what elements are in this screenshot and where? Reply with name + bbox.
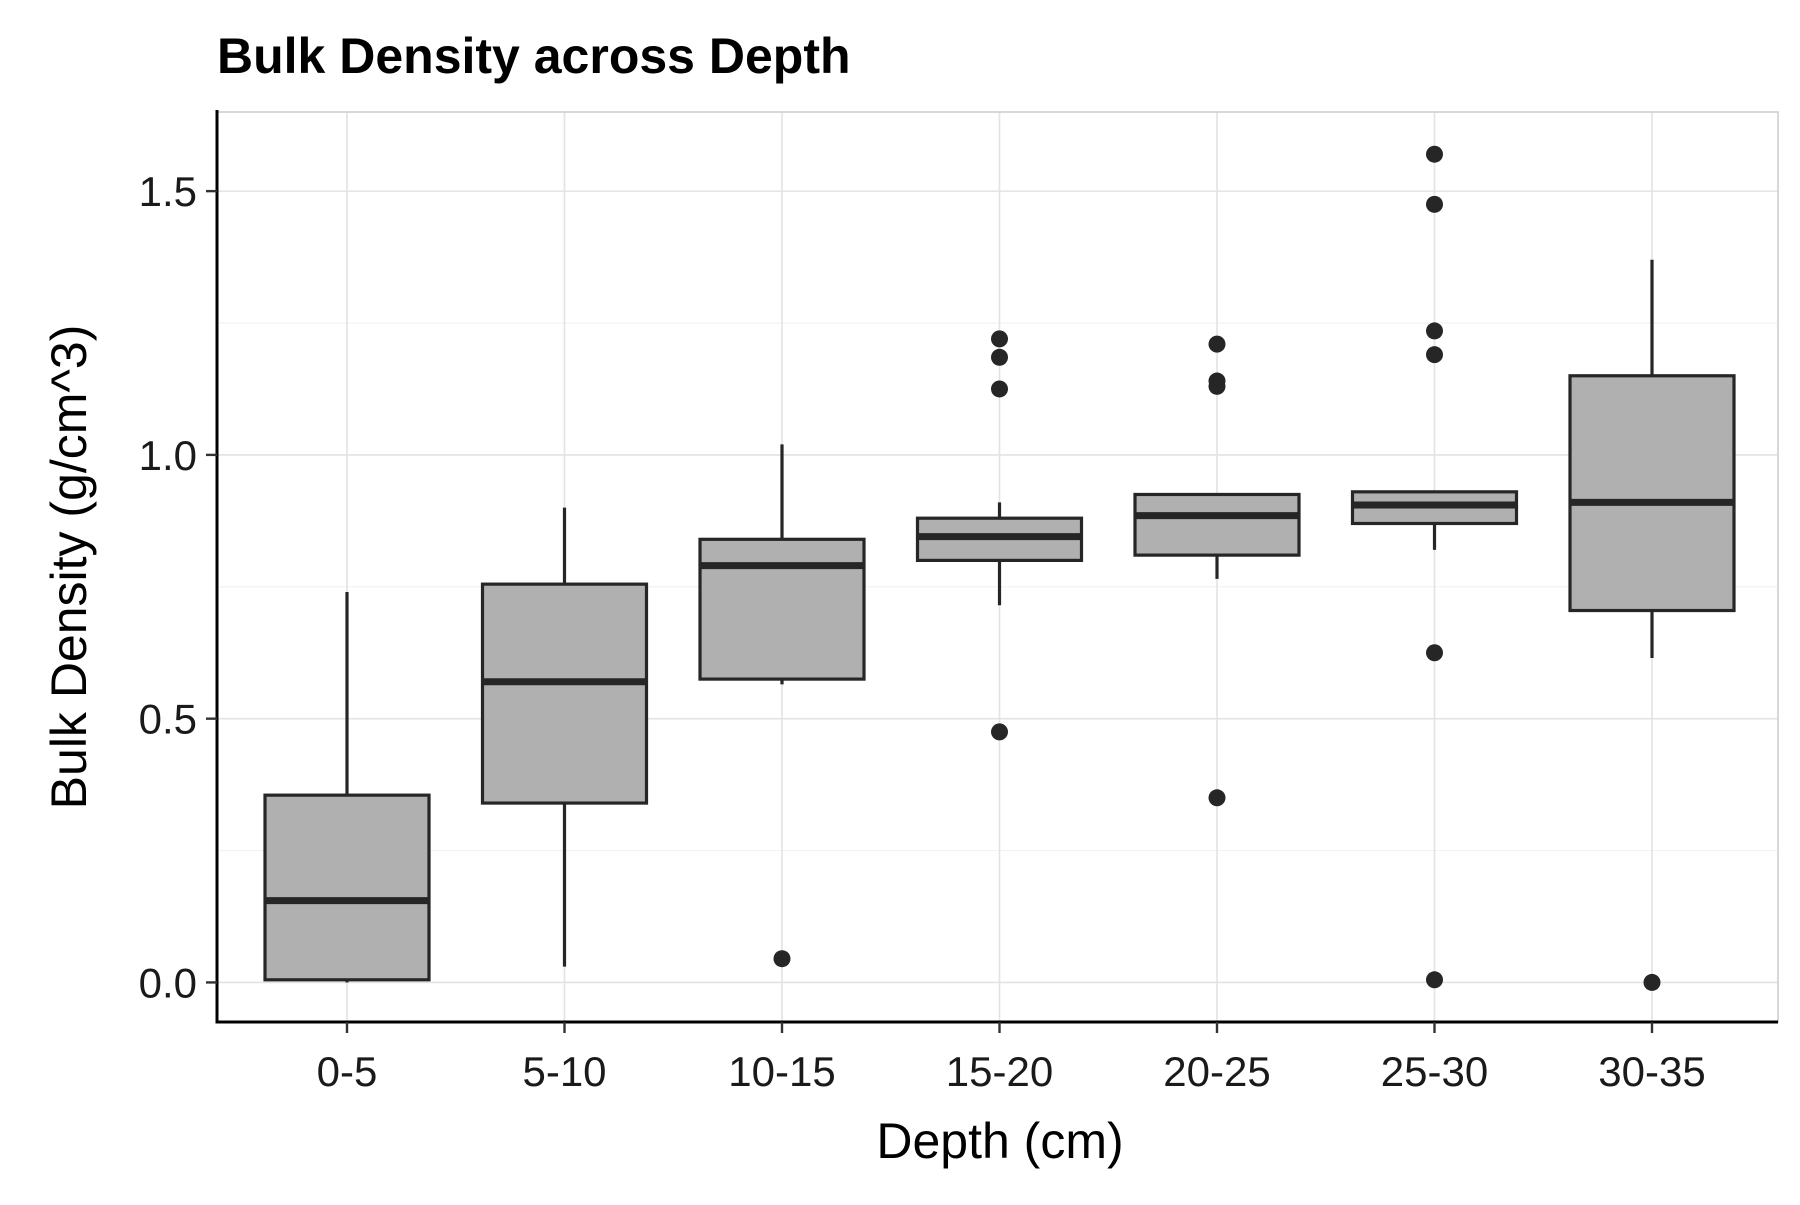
box-iqr [698,537,866,681]
outlier-point [1426,971,1443,989]
outlier-point [991,380,1008,398]
box-30-35 [1568,259,1736,991]
outlier-point [991,330,1008,348]
box-0-5 [263,592,431,983]
outlier-point [1208,789,1226,807]
y-axis-label: Bulk Density (g/cm^3) [41,325,97,810]
x-tick-label: 25-30 [1381,1048,1488,1095]
panel-border [216,111,1779,1023]
y-tick-label: 1.0 [139,432,197,479]
y-tick-label: 0.0 [139,959,197,1006]
axis-layer: 0.0 0.5 1.0 1.5 0-5 5-10 10-15 15-20 20-25 25-30 3… [139,110,1778,1095]
outlier-point [1426,644,1443,662]
x-axis-label: Depth (cm) [876,1113,1123,1169]
x-tick-label: 30-35 [1598,1048,1705,1095]
chart-title: Bulk Density across Depth [217,28,851,84]
box-15-20 [915,330,1084,741]
outlier-point [1426,145,1443,163]
box-25-30 [1350,145,1519,989]
outlier-point [773,950,791,968]
box-20-25 [1133,335,1301,807]
box-iqr [263,793,431,982]
box-iqr [1568,374,1736,613]
outlier-point [1426,195,1443,213]
grid-layer [216,111,1779,1023]
box-iqr [1133,492,1301,557]
box-10-15 [698,444,866,968]
outlier-point [1426,322,1443,340]
outlier-point [1643,973,1661,991]
outlier-point [1208,377,1226,395]
box-5-10 [480,507,649,967]
outlier-point [991,348,1008,366]
outlier-point [1208,335,1226,353]
outlier-point [991,723,1008,741]
outlier-point [1426,346,1443,364]
x-tick-label: 20-25 [1163,1048,1270,1095]
y-tick-label: 1.5 [139,168,197,215]
x-tick-label: 15-20 [946,1048,1053,1095]
x-tick-label: 5-10 [522,1048,606,1095]
x-tick-label: 0-5 [317,1048,378,1095]
box-layer [263,145,1736,991]
box-iqr [480,582,649,805]
y-tick-label: 0.5 [139,696,197,743]
x-tick-label: 10-15 [728,1048,835,1095]
